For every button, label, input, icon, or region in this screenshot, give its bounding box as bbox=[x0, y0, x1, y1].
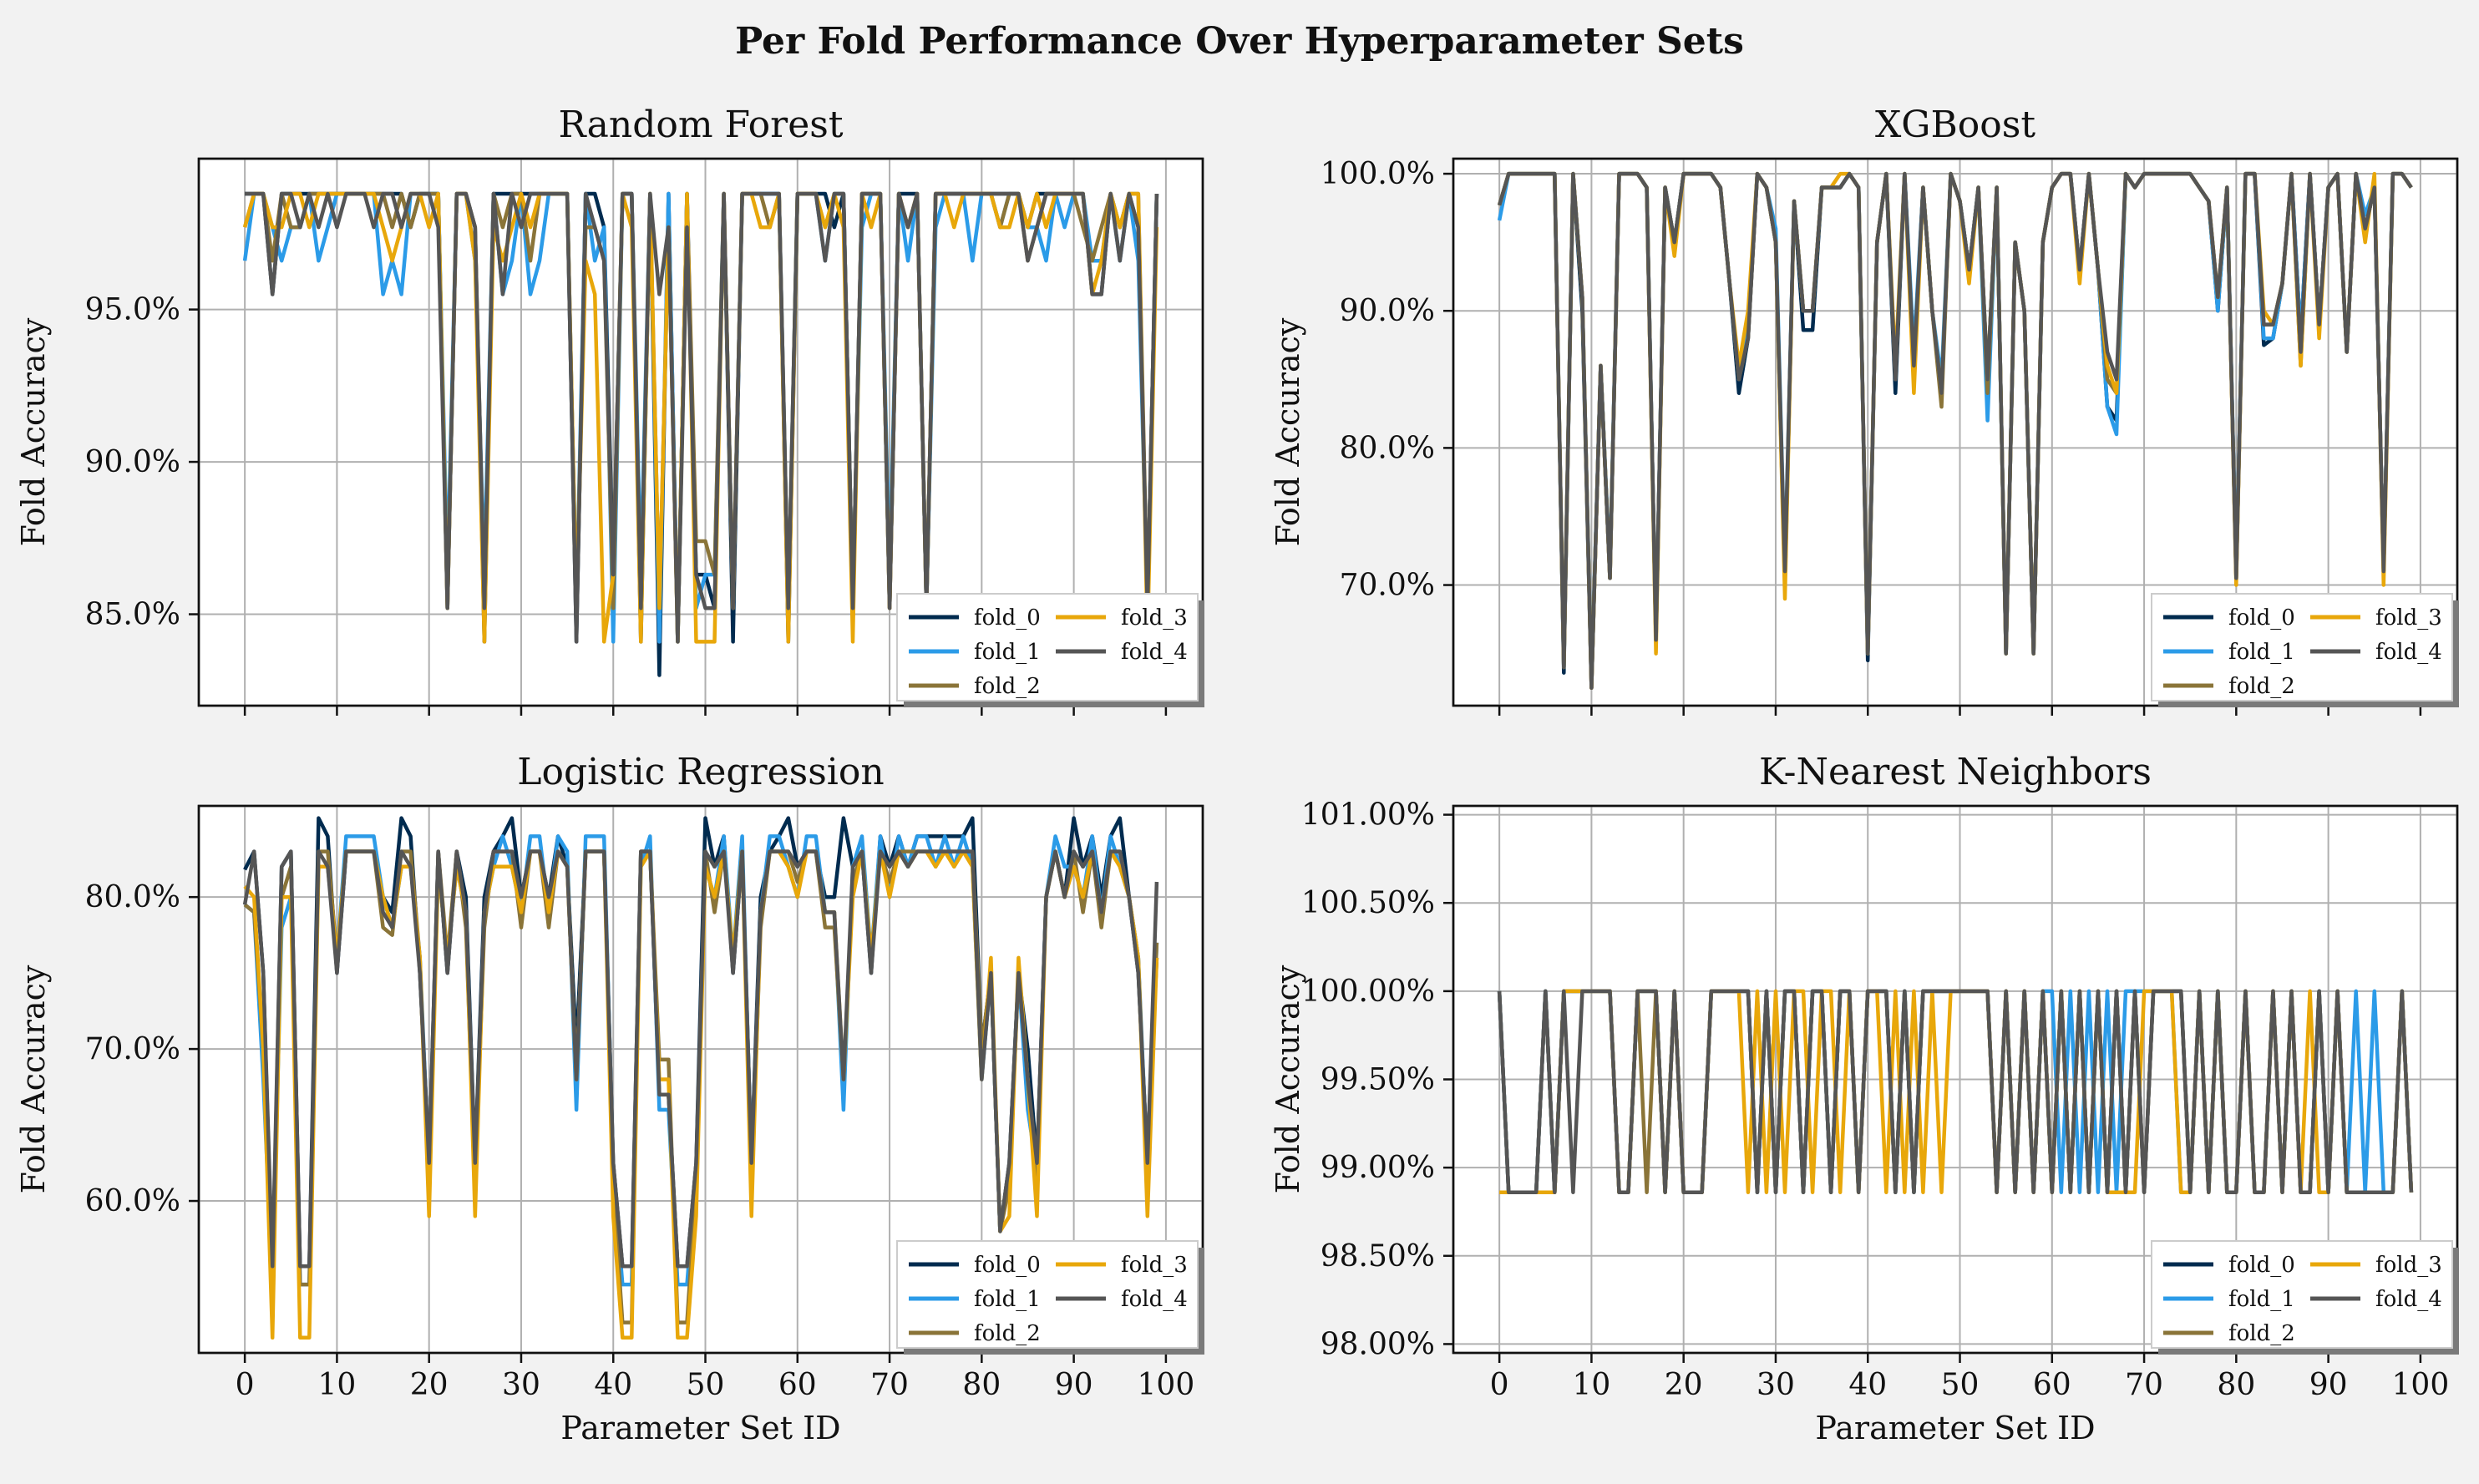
x-tick-label: 100 bbox=[2392, 1368, 2450, 1402]
x-axis-label: Parameter Set ID bbox=[1815, 1410, 2095, 1446]
chart-title: XGBoost bbox=[1875, 104, 2035, 146]
legend-label: fold_4 bbox=[2375, 640, 2442, 665]
chart-panel-1: 70.0% 80.0% 90.0% 100.0% XGBoost Fold Accurac… bbox=[1270, 104, 2459, 716]
x-tick-label: 30 bbox=[502, 1368, 540, 1402]
series-line-fold_3 bbox=[242, 191, 1159, 644]
legend-label: fold_2 bbox=[2228, 674, 2295, 699]
legend-label: fold_4 bbox=[1121, 1287, 1188, 1312]
y-tick-label: 100.50% bbox=[1301, 886, 1435, 920]
x-tick-label: 100 bbox=[1138, 1368, 1195, 1402]
y-tick-label: 90.0% bbox=[1340, 294, 1435, 328]
y-tick-label: 80.0% bbox=[1340, 431, 1435, 465]
x-tick-label: 50 bbox=[687, 1368, 725, 1402]
plot-frame bbox=[197, 157, 1204, 707]
x-tick-label: 80 bbox=[962, 1368, 1001, 1402]
series-group bbox=[1497, 171, 2413, 690]
legend: fold_0 fold_1 fold_2 fold_3 fold_4 bbox=[896, 593, 1204, 707]
legend-label: fold_1 bbox=[2228, 640, 2295, 665]
y-axis-label: Fold Accuracy bbox=[15, 317, 52, 546]
chart-panel-3: 0 10 20 30 40 50 60 70 80 90 100 98.00% 98.50% 99.00%… bbox=[1270, 751, 2459, 1446]
legend-label: fold_0 bbox=[974, 605, 1041, 631]
legend-label: fold_3 bbox=[1121, 1253, 1188, 1278]
legend-box bbox=[896, 1240, 1199, 1349]
chart-panel-2: 0 10 20 30 40 50 60 70 80 90 100 60.0% 70.0% 80.0% Log… bbox=[15, 751, 1204, 1446]
plot-frame bbox=[197, 804, 1204, 1355]
series-group bbox=[242, 191, 1159, 677]
chart-title: K-Nearest Neighbors bbox=[1759, 751, 2152, 793]
legend-label: fold_0 bbox=[2228, 1253, 2295, 1278]
legend-box bbox=[2151, 593, 2453, 701]
y-tick-label: 100.00% bbox=[1301, 975, 1435, 1009]
plot-frame bbox=[1452, 157, 2459, 707]
y-tick-label: 100.0% bbox=[1321, 157, 1435, 191]
y-axis-label: Fold Accuracy bbox=[15, 965, 52, 1193]
x-tick-label: 90 bbox=[2309, 1368, 2348, 1402]
panels: 85.0% 90.0% 95.0% Random Forest Fold Accurac… bbox=[15, 104, 2459, 1446]
y-axis-label: Fold Accuracy bbox=[1270, 317, 1306, 546]
x-tick-label: 20 bbox=[1665, 1368, 1703, 1402]
legend-box bbox=[2151, 1240, 2453, 1349]
figure-title: Per Fold Performance Over Hyperparameter… bbox=[735, 20, 1744, 63]
chart-title: Random Forest bbox=[558, 104, 843, 146]
series-line-fold_4 bbox=[245, 191, 1159, 644]
x-tick-label: 60 bbox=[778, 1368, 817, 1402]
y-tick-label: 80.0% bbox=[85, 880, 180, 914]
legend-label: fold_2 bbox=[974, 674, 1041, 699]
series-line-fold_4 bbox=[1497, 989, 2414, 1194]
y-tick-label: 99.00% bbox=[1321, 1151, 1435, 1185]
y-tick-label: 70.0% bbox=[85, 1032, 180, 1066]
y-tick-label: 95.0% bbox=[85, 293, 180, 327]
x-tick-label: 10 bbox=[1573, 1368, 1611, 1402]
x-tick-label: 40 bbox=[1848, 1368, 1887, 1402]
x-tick-label: 0 bbox=[236, 1368, 255, 1402]
x-tick-label: 30 bbox=[1757, 1368, 1795, 1402]
x-tick-label: 80 bbox=[2217, 1368, 2255, 1402]
x-tick-label: 70 bbox=[870, 1368, 909, 1402]
x-tick-label: 10 bbox=[318, 1368, 357, 1402]
legend-label: fold_2 bbox=[974, 1321, 1041, 1346]
legend: fold_0 fold_1 fold_2 fold_3 fold_4 bbox=[2151, 593, 2459, 707]
legend: fold_0 fold_1 fold_2 fold_3 fold_4 bbox=[2151, 1240, 2459, 1355]
legend-label: fold_3 bbox=[2375, 1253, 2442, 1278]
legend-label: fold_3 bbox=[2375, 605, 2442, 631]
plot-frame bbox=[1452, 804, 2459, 1355]
legend-label: fold_4 bbox=[2375, 1287, 2442, 1312]
legend-label: fold_0 bbox=[974, 1253, 1041, 1278]
x-tick-label: 20 bbox=[410, 1368, 449, 1402]
legend-label: fold_4 bbox=[1121, 640, 1188, 665]
legend-label: fold_0 bbox=[2228, 605, 2295, 631]
y-tick-label: 90.0% bbox=[85, 445, 180, 479]
legend-label: fold_3 bbox=[1121, 605, 1188, 631]
y-axis-label: Fold Accuracy bbox=[1270, 965, 1306, 1193]
legend-box bbox=[896, 593, 1199, 701]
y-tick-label: 99.50% bbox=[1321, 1063, 1435, 1097]
x-axis-label: Parameter Set ID bbox=[560, 1410, 840, 1446]
legend: fold_0 fold_1 fold_2 fold_3 fold_4 bbox=[896, 1240, 1204, 1355]
series-group bbox=[1497, 989, 2414, 1194]
chart-panel-0: 85.0% 90.0% 95.0% Random Forest Fold Accurac… bbox=[15, 104, 1204, 716]
legend-label: fold_1 bbox=[2228, 1287, 2295, 1312]
legend-label: fold_1 bbox=[974, 1287, 1041, 1312]
y-tick-label: 60.0% bbox=[85, 1184, 180, 1218]
x-tick-label: 50 bbox=[1941, 1368, 1980, 1402]
legend-label: fold_2 bbox=[2228, 1321, 2295, 1346]
x-tick-label: 0 bbox=[1490, 1368, 1509, 1402]
x-tick-label: 60 bbox=[2033, 1368, 2071, 1402]
x-tick-label: 90 bbox=[1055, 1368, 1093, 1402]
y-tick-label: 85.0% bbox=[85, 598, 180, 632]
legend-label: fold_1 bbox=[974, 640, 1041, 665]
y-tick-label: 98.00% bbox=[1321, 1327, 1435, 1361]
chart-title: Logistic Regression bbox=[517, 751, 884, 793]
y-tick-label: 101.00% bbox=[1301, 798, 1435, 833]
series-line-fold_4 bbox=[1497, 171, 2413, 690]
y-tick-label: 98.50% bbox=[1321, 1239, 1435, 1274]
x-tick-label: 70 bbox=[2125, 1368, 2163, 1402]
series-line-fold_4 bbox=[242, 849, 1159, 1269]
x-tick-label: 40 bbox=[594, 1368, 632, 1402]
y-tick-label: 70.0% bbox=[1340, 569, 1435, 603]
series-group bbox=[242, 816, 1159, 1340]
